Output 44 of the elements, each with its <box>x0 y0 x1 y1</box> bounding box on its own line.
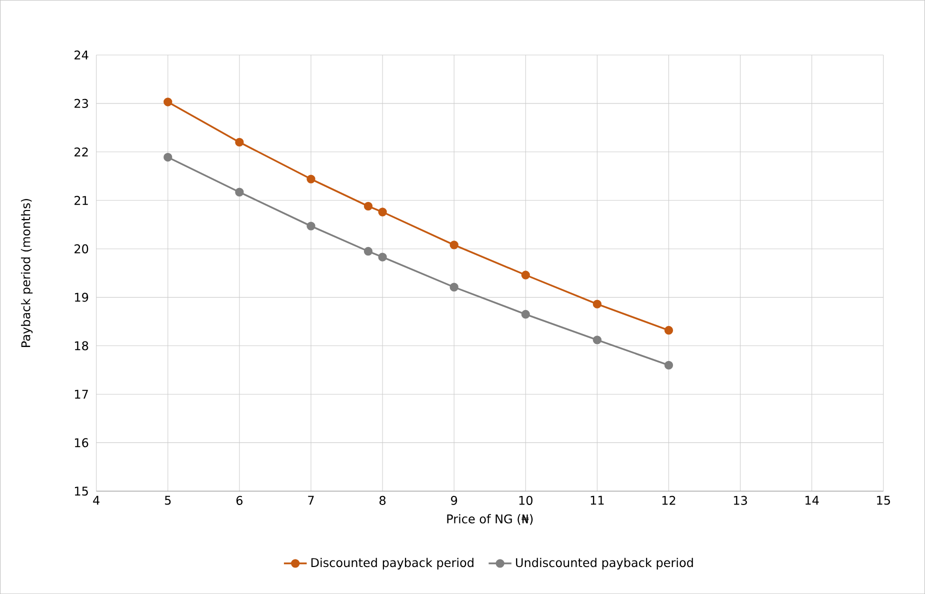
x-tick-label: 14 <box>806 496 819 505</box>
point <box>378 208 387 216</box>
point <box>306 174 316 184</box>
legend-label: Undiscounted payback period <box>516 558 693 570</box>
y-tick-label: 22 <box>74 147 88 156</box>
x-tick-label: 7 <box>308 496 314 505</box>
x-tick-label: 8 <box>380 496 386 505</box>
point <box>521 270 530 280</box>
y-tick-label: 19 <box>74 292 88 302</box>
x-tick-label: 15 <box>877 496 890 505</box>
point <box>592 336 602 344</box>
y-axis-title: Payback period (months) <box>20 198 33 347</box>
point <box>592 300 602 308</box>
point <box>450 282 458 292</box>
y-tick-label: 21 <box>74 196 88 205</box>
y-tick-label: 15 <box>74 486 88 496</box>
point <box>364 246 373 256</box>
point <box>664 360 674 370</box>
point <box>306 222 316 230</box>
point <box>521 310 530 319</box>
x-tick-label: 10 <box>519 496 532 505</box>
y-tick-label: 16 <box>74 438 88 448</box>
point <box>235 138 244 146</box>
point <box>378 252 387 262</box>
x-tick-label: 6 <box>236 496 242 505</box>
point <box>364 202 373 210</box>
y-tick-label: 24 <box>74 50 88 60</box>
legend-label: Discounted payback period <box>311 558 474 570</box>
point <box>664 326 674 335</box>
x-axis-title: Price of NG (₦) <box>447 514 533 525</box>
y-tick-label: 18 <box>74 341 88 350</box>
x-tick-label: 11 <box>590 496 604 505</box>
point <box>164 152 172 162</box>
y-tick-label: 20 <box>74 244 88 254</box>
x-tick-label: 4 <box>93 496 100 505</box>
point <box>235 188 244 196</box>
x-tick-label: 12 <box>662 496 676 505</box>
point <box>450 240 458 250</box>
x-tick-label: 13 <box>734 496 747 505</box>
x-tick-label: 9 <box>451 496 458 505</box>
y-tick-label: 17 <box>74 390 88 399</box>
y-tick-label: 23 <box>74 98 88 108</box>
x-tick-label: 5 <box>164 496 171 505</box>
point <box>164 98 172 106</box>
